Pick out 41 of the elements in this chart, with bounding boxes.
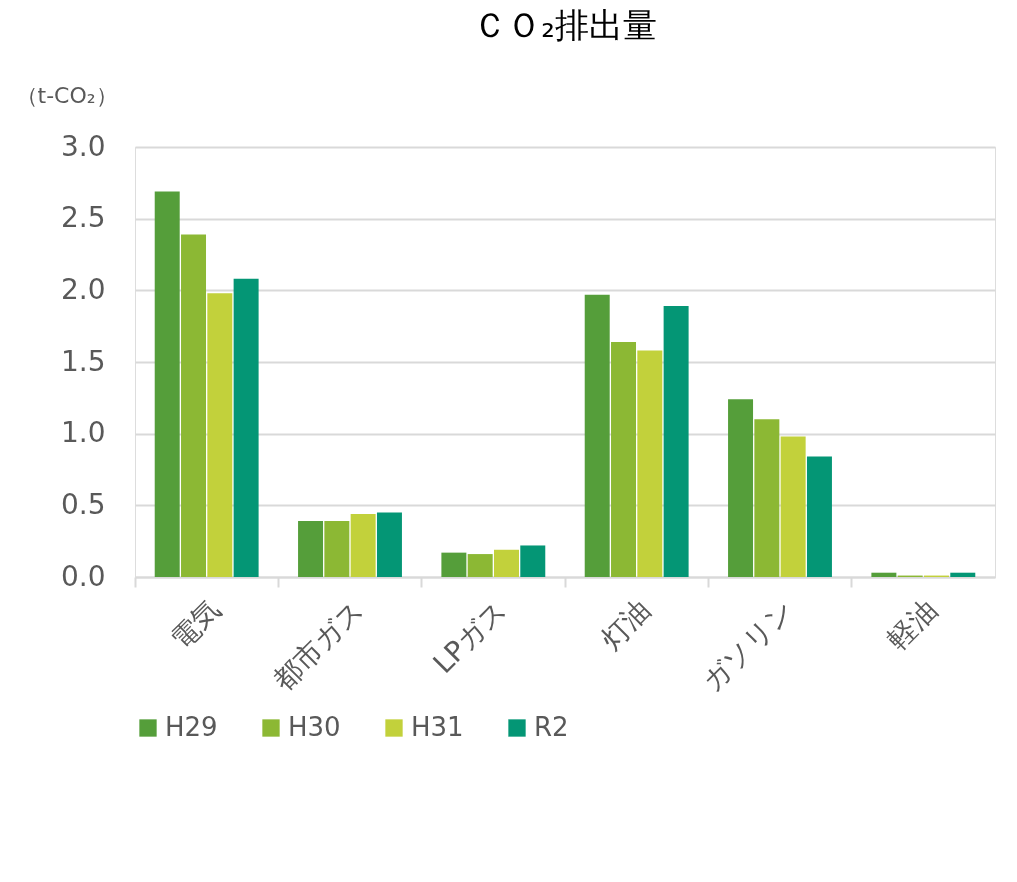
bar [350,513,376,577]
bar [584,294,610,577]
legend-label: R2 [534,712,569,742]
bar [637,350,663,577]
legend-label: H31 [411,712,464,742]
y-axis-title: （t-CO₂） [15,82,118,108]
bar [611,341,637,577]
x-tick-label: LPガス [426,592,514,680]
bar [520,545,546,577]
bar [154,191,180,577]
bar [663,306,689,577]
y-tick-label: 3.0 [60,129,106,163]
bar [871,572,897,577]
x-tick-label: 軽油 [880,592,944,656]
legend-label: H30 [288,712,341,742]
bar [324,521,350,577]
y-tick-label: 1.5 [60,344,106,378]
bar [207,293,233,577]
bar [728,399,754,577]
x-tick-label: 電気 [164,592,228,656]
bar [233,278,259,577]
bar [806,456,832,577]
chart-title: ＣＯ₂排出量 [473,5,657,45]
bar [298,521,324,577]
y-tick-label: 2.5 [60,201,106,235]
y-tick-label: 0.5 [60,487,106,521]
bar [376,512,402,577]
bar [950,572,976,577]
x-tick-label: ガソリン [695,592,801,699]
y-tick-label: 2.0 [60,272,106,306]
x-tick-label: 都市ガス [266,592,371,697]
bar [780,436,806,577]
bar [467,554,493,577]
legend-label: H29 [165,712,218,742]
bar [441,552,467,577]
bar [754,419,780,577]
y-tick-label: 0.0 [60,559,106,593]
y-tick-label: 1.0 [60,416,106,450]
x-tick-label: 灯油 [594,592,658,656]
bar [181,234,207,577]
bar [493,549,519,577]
